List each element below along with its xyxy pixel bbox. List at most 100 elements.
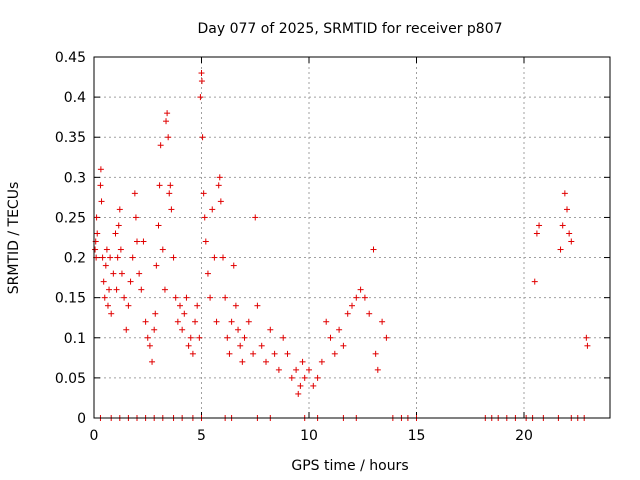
data-point xyxy=(293,366,300,373)
data-point xyxy=(117,246,124,253)
data-point xyxy=(146,342,153,349)
data-point xyxy=(207,294,214,301)
data-point xyxy=(318,358,325,365)
data-point xyxy=(165,134,172,141)
data-point xyxy=(199,134,206,141)
data-point xyxy=(183,294,190,301)
data-point xyxy=(245,318,252,325)
data-point xyxy=(209,206,216,213)
data-point xyxy=(131,190,138,197)
data-point xyxy=(161,286,168,293)
data-point xyxy=(134,238,140,245)
data-point xyxy=(220,254,226,261)
data-point xyxy=(99,254,106,261)
data-point xyxy=(185,342,192,349)
plot-frame xyxy=(93,56,611,419)
data-point xyxy=(561,190,568,197)
data-point xyxy=(121,294,128,301)
x-axis-label: GPS time / hours xyxy=(291,458,408,474)
data-point xyxy=(379,318,386,325)
data-point xyxy=(267,326,274,333)
data-point xyxy=(263,358,269,365)
data-point xyxy=(533,230,540,237)
data-point xyxy=(198,78,205,85)
data-point xyxy=(200,190,207,197)
data-point xyxy=(94,230,101,237)
data-point xyxy=(383,334,390,341)
data-point xyxy=(127,278,134,285)
data-point xyxy=(557,246,564,253)
data-point xyxy=(115,222,122,229)
data-point xyxy=(174,318,181,325)
data-point xyxy=(228,318,235,325)
data-point xyxy=(151,326,158,333)
x-tick-label: 20 xyxy=(515,428,533,444)
data-point xyxy=(216,174,223,181)
data-point xyxy=(164,110,171,117)
data-point xyxy=(194,302,201,309)
data-point xyxy=(157,142,164,149)
axis-ticks: 0 0.05 0.1 0.15 0.2 0.25 0.3 0.35 0.4 0.45 0 5 10 15 2… xyxy=(55,50,610,444)
data-point xyxy=(166,190,173,197)
data-point xyxy=(252,214,259,221)
data-point xyxy=(331,350,338,357)
data-point xyxy=(201,214,208,221)
data-point xyxy=(271,350,278,357)
data-point xyxy=(222,294,229,301)
data-point xyxy=(108,310,115,317)
data-point xyxy=(361,294,368,301)
data-point xyxy=(103,246,110,253)
data-point xyxy=(301,374,308,381)
data-point xyxy=(349,302,355,309)
data-point xyxy=(170,254,177,261)
x-tick-label: 5 xyxy=(197,428,206,444)
data-point xyxy=(340,342,347,349)
data-point xyxy=(155,222,162,229)
data-point xyxy=(275,366,282,373)
data-point xyxy=(568,238,575,245)
data-point xyxy=(217,198,224,205)
y-tick-label: 0.15 xyxy=(55,291,86,307)
data-point xyxy=(239,358,246,365)
data-point xyxy=(101,294,108,301)
data-point xyxy=(189,350,196,357)
data-point xyxy=(564,206,570,213)
data-point xyxy=(198,70,205,77)
y-axis-label: SRMTID / TECUs xyxy=(6,182,22,295)
data-point xyxy=(110,270,117,277)
data-point xyxy=(113,286,120,293)
data-point xyxy=(559,222,566,229)
data-point xyxy=(118,270,125,277)
data-point xyxy=(372,350,379,357)
y-tick-label: 0.3 xyxy=(64,170,86,186)
data-point xyxy=(237,342,244,349)
data-point xyxy=(181,310,188,317)
data-point xyxy=(132,214,139,221)
data-point xyxy=(235,326,242,333)
data-point xyxy=(129,254,136,261)
data-point xyxy=(583,334,590,341)
data-point xyxy=(197,94,204,101)
data-point xyxy=(163,118,170,125)
data-point xyxy=(241,334,248,341)
data-point xyxy=(297,382,304,389)
data-point xyxy=(230,262,237,269)
data-point xyxy=(314,374,321,381)
data-point xyxy=(116,206,123,213)
x-tick-label: 15 xyxy=(408,428,426,444)
data-points xyxy=(92,70,591,421)
data-point xyxy=(177,302,183,309)
data-point xyxy=(254,302,261,309)
data-point xyxy=(213,318,220,325)
data-point xyxy=(156,182,163,189)
data-point xyxy=(187,334,194,341)
y-tick-label: 0.25 xyxy=(55,210,86,226)
x-tick-label: 10 xyxy=(300,428,318,444)
data-point xyxy=(123,326,130,333)
data-point xyxy=(112,230,119,237)
data-point xyxy=(172,294,179,301)
data-point xyxy=(344,310,351,317)
data-point xyxy=(584,342,591,349)
data-point xyxy=(159,246,166,253)
data-point xyxy=(97,166,104,173)
